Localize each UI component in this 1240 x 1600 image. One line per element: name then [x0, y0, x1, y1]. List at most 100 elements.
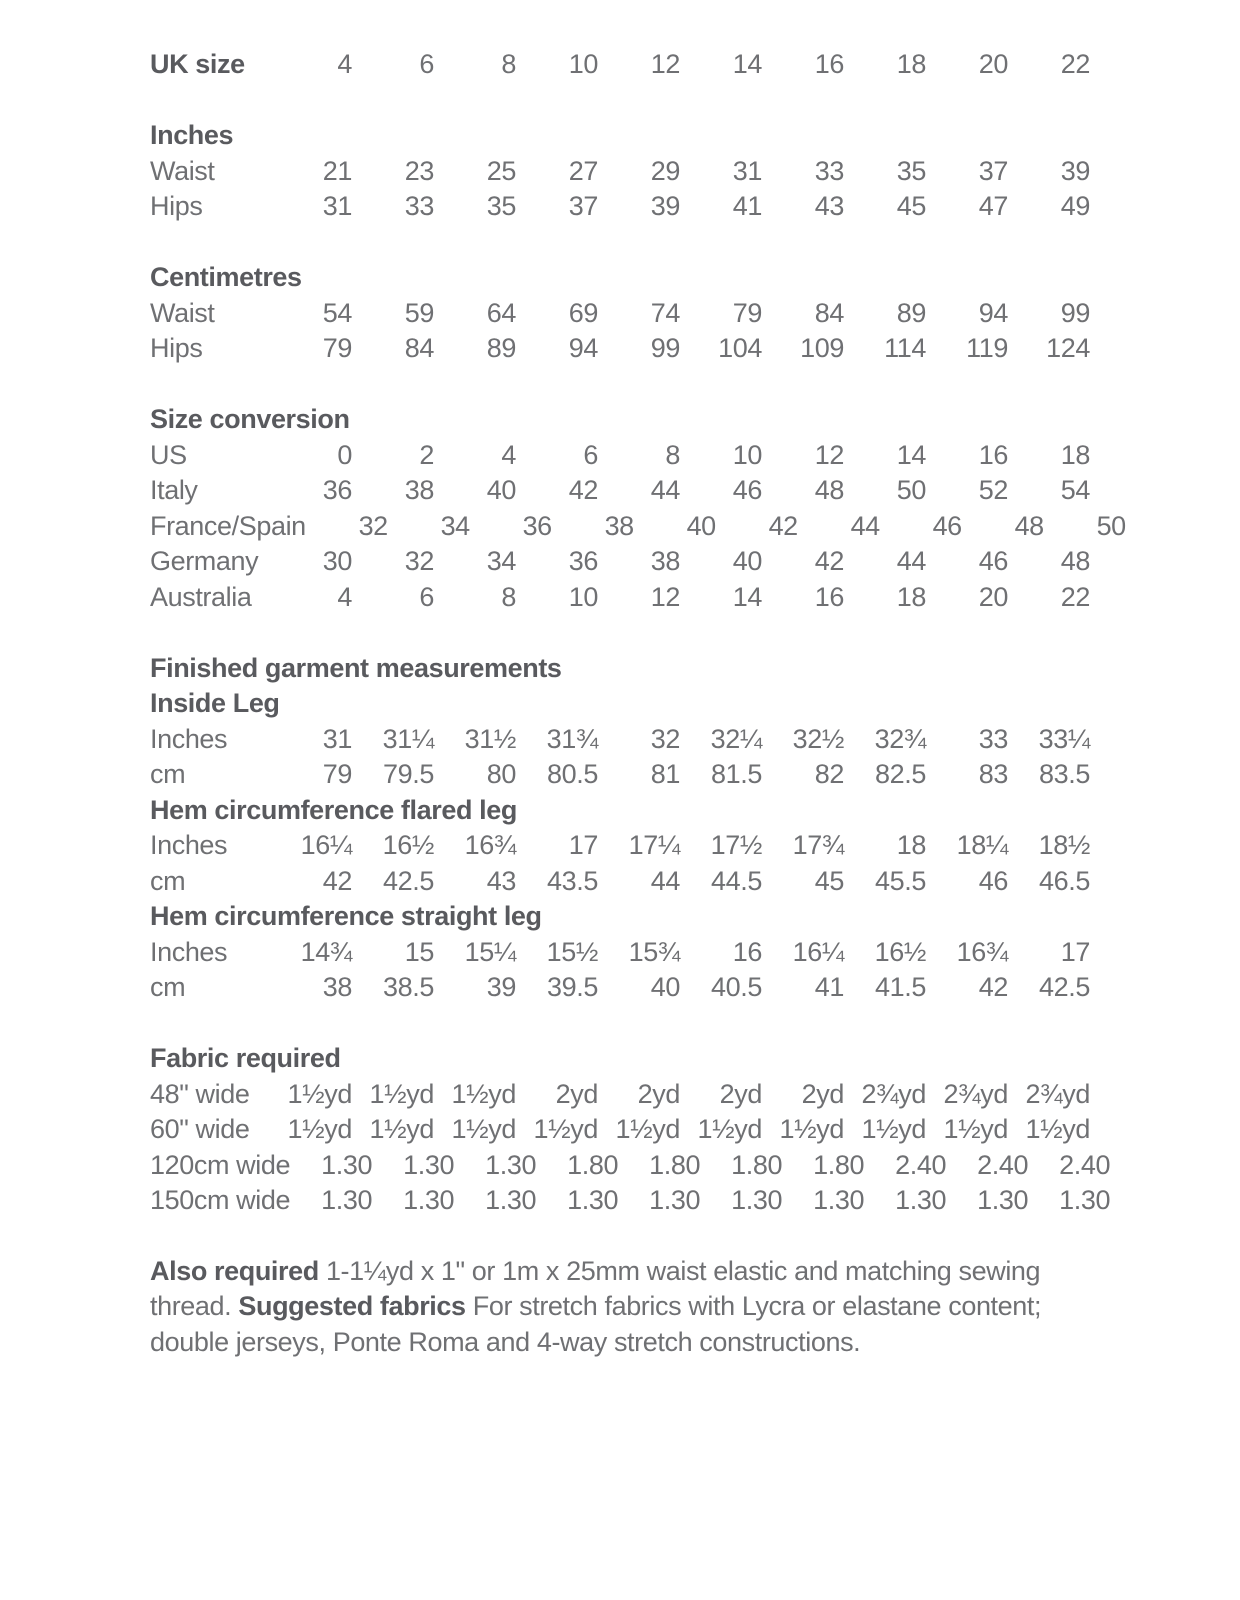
cell-value: 42.5 — [383, 865, 434, 896]
cell-value: 39 — [650, 191, 681, 222]
cell-value: 42 — [322, 865, 353, 896]
section-heading-row: Finished garment measurements — [150, 651, 1090, 687]
cell-value: 1.30 — [731, 1185, 783, 1216]
cell-value: 40 — [686, 510, 717, 541]
cell-value: 114 — [884, 333, 926, 364]
cell-value: 42 — [978, 972, 1009, 1003]
cell-value: 20 — [978, 49, 1009, 80]
cell-value: 18½ — [1038, 830, 1091, 861]
cell-value: 15½ — [546, 936, 599, 967]
row-label: Hips — [150, 333, 203, 364]
row-label: Waist — [150, 297, 215, 328]
cell-value: 16 — [978, 439, 1009, 470]
cell-value: 124 — [1046, 333, 1090, 364]
cell-value: 89 — [486, 333, 517, 364]
data-row: Australia 4 6 8 10 12 14 16 18 20 22 — [150, 580, 1090, 616]
cell-value: 43 — [814, 191, 845, 222]
section-heading: Centimetres — [150, 262, 302, 293]
cell-value: 50 — [896, 475, 927, 506]
cell-value: 69 — [568, 297, 599, 328]
cell-value: 80.5 — [547, 759, 598, 790]
data-row: Inches 14¾ 15 15¼ 15½ 15¾ 16 16¼ 16½ 16¾ 17 — [150, 935, 1090, 971]
data-row: Waist 54 59 64 69 74 79 84 89 94 99 — [150, 296, 1090, 332]
cell-value: 31¼ — [382, 723, 435, 754]
cell-value: 29 — [650, 155, 681, 186]
spacer-row — [150, 615, 1090, 651]
cell-value: 15¾ — [628, 936, 681, 967]
cell-value: 31½ — [464, 723, 517, 754]
cell-value: 17½ — [710, 830, 763, 861]
data-row: Inches 31 31¼ 31½ 31¾ 32 32¼ 32½ 32¾ 33 33¼ — [150, 722, 1090, 758]
cell-value: 20 — [978, 581, 1009, 612]
cell-value: 1.80 — [567, 1149, 619, 1180]
cell-value: 1½yd — [697, 1114, 763, 1145]
row-label: France/Spain — [150, 510, 306, 541]
row-label: cm — [150, 972, 186, 1003]
cell-value: 48 — [1014, 510, 1045, 541]
cell-value: 37 — [568, 191, 599, 222]
cell-value: 39.5 — [547, 972, 598, 1003]
spacer-row — [150, 83, 1090, 119]
row-label: Hips — [150, 191, 203, 222]
cell-value: 16¼ — [792, 936, 845, 967]
cell-value: 45.5 — [875, 865, 926, 896]
sizing-chart-page: UK size 4 6 8 10 12 14 16 18 20 22 Inches Waist 21 23 2… — [150, 47, 1127, 1361]
cell-value: 44 — [650, 865, 681, 896]
section-heading-row: Inside Leg — [150, 686, 1090, 722]
cell-value: 41 — [814, 972, 845, 1003]
cell-value: 50 — [1096, 510, 1127, 541]
cell-value: 40 — [732, 546, 763, 577]
cell-value: 46 — [978, 865, 1009, 896]
cell-value: 1.30 — [813, 1185, 865, 1216]
data-row: 150cm wide 1.30 1.30 1.30 1.30 1.30 1.30 1.30 1.… — [150, 1183, 1110, 1219]
cell-value: 27 — [568, 155, 599, 186]
spacer-row — [150, 367, 1090, 403]
cell-value: 1½yd — [861, 1114, 927, 1145]
cell-value: 8 — [665, 439, 680, 470]
data-row: Germany 30 32 34 36 38 40 42 44 46 48 — [150, 544, 1090, 580]
row-label: US — [150, 439, 187, 470]
cell-value: 6 — [419, 581, 434, 612]
cell-value: 10 — [568, 49, 599, 80]
row-label: cm — [150, 759, 186, 790]
section-heading: Inside Leg — [150, 688, 280, 719]
cell-value: 2yd — [555, 1078, 599, 1109]
cell-value: 54 — [322, 297, 353, 328]
cell-value: 64 — [486, 297, 517, 328]
cell-value: 21 — [322, 155, 353, 186]
cell-value: 6 — [583, 439, 598, 470]
cell-value: 45 — [896, 191, 927, 222]
cell-value: 31 — [322, 723, 353, 754]
cell-value: 40 — [486, 475, 517, 506]
row-label: 150cm wide — [150, 1185, 291, 1216]
cell-value: 38 — [322, 972, 353, 1003]
cell-value: 36 — [322, 475, 353, 506]
cell-value: 4 — [337, 581, 352, 612]
data-row: UK size 4 6 8 10 12 14 16 18 20 22 — [150, 47, 1090, 83]
data-row: cm 79 79.5 80 80.5 81 81.5 82 82.5 83 83.5 — [150, 757, 1090, 793]
row-label: 48" wide — [150, 1078, 250, 1109]
cell-value: 10 — [568, 581, 599, 612]
cell-value: 1½yd — [369, 1078, 435, 1109]
section-heading: Hem circumference flared leg — [150, 794, 517, 825]
cell-value: 43 — [486, 865, 517, 896]
cell-value: 48 — [1060, 546, 1091, 577]
section-heading: Hem circumference straight leg — [150, 901, 542, 932]
notes-paragraph: Also required 1-1¼yd x 1" or 1m x 25mm w… — [150, 1254, 1090, 1361]
cell-value: 17¾ — [792, 830, 845, 861]
cell-value: 48 — [814, 475, 845, 506]
cell-value: 81.5 — [711, 759, 762, 790]
cell-value: 18¼ — [956, 830, 1009, 861]
cell-value: 16¾ — [464, 830, 517, 861]
cell-value: 1½yd — [287, 1078, 353, 1109]
cell-value: 1.30 — [895, 1185, 947, 1216]
cell-value: 45 — [814, 865, 845, 896]
row-label: Inches — [150, 723, 228, 754]
cell-value: 32 — [404, 546, 435, 577]
cell-value: 44 — [850, 510, 881, 541]
cell-value: 44 — [650, 475, 681, 506]
cell-value: 16¼ — [300, 830, 353, 861]
spacer-row — [150, 1006, 1090, 1042]
cell-value: 17 — [568, 830, 599, 861]
cell-value: 16½ — [382, 830, 435, 861]
